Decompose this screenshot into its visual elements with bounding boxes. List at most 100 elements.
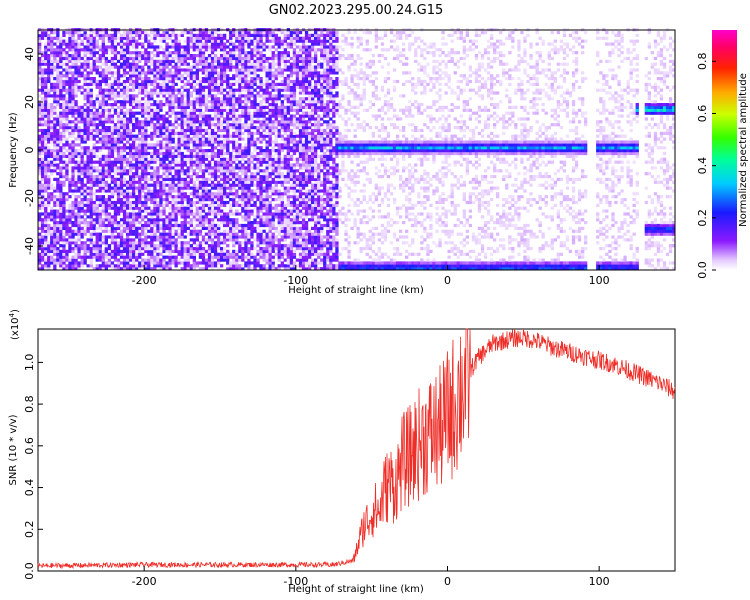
spectrogram-cell <box>141 154 145 158</box>
spectrogram-cell <box>41 143 45 147</box>
spectrogram-cell <box>186 154 190 158</box>
spectrogram-cell <box>171 235 175 239</box>
spectrogram-cell <box>195 238 199 242</box>
spectrogram-cell <box>144 120 148 124</box>
spectrogram-cell <box>217 209 221 213</box>
spectrogram-cell <box>180 177 184 181</box>
spectrogram-cell <box>47 36 51 40</box>
spectrogram-cell <box>98 111 102 115</box>
spectrogram-cell <box>126 267 130 271</box>
spectrogram-cell <box>210 94 215 98</box>
spectrogram-cell <box>256 111 260 115</box>
spectrogram-cell <box>168 137 172 141</box>
spectrogram-cell <box>86 244 90 248</box>
spectrogram-cell <box>226 68 230 72</box>
spectrogram-cell <box>153 131 157 135</box>
spectrogram-cell <box>83 94 87 98</box>
spectrogram-cell <box>141 108 145 112</box>
spectrogram-cell <box>207 192 212 196</box>
spectrogram-cell <box>159 59 163 63</box>
spectrogram-cell <box>241 100 245 104</box>
spectrogram-cell <box>186 149 190 153</box>
spectrogram-cell <box>232 192 236 196</box>
spectrogram-cell <box>65 177 69 181</box>
spectrogram-cell <box>41 120 45 124</box>
spectrogram-cell <box>89 169 93 173</box>
spectrogram-cell <box>156 157 160 161</box>
spectrogram-cell <box>180 163 184 167</box>
spectrogram-cell <box>59 85 63 89</box>
spectrogram-cell <box>83 45 87 49</box>
spectrogram-cell <box>147 39 151 43</box>
spectrogram-cell <box>141 177 145 181</box>
spectrogram-cell <box>38 235 42 239</box>
spectrogram-cell <box>201 192 206 196</box>
spectrogram-cell <box>235 264 239 268</box>
spectrogram-cell <box>183 48 187 52</box>
spectrogram-cell <box>244 247 248 251</box>
spectrogram-cell <box>165 48 169 52</box>
spectrogram-cell <box>247 111 251 115</box>
spectrogram-cell <box>210 221 215 225</box>
spectrogram-cell <box>226 108 230 112</box>
spectrogram-cell <box>89 215 93 219</box>
spectrogram-cell <box>153 126 157 130</box>
spectrogram-cell <box>59 183 63 187</box>
spectrogram-cell <box>244 59 248 63</box>
spectrogram-cell <box>119 232 124 236</box>
spectrogram-cell <box>41 203 45 207</box>
spectrogram-cell <box>50 68 54 72</box>
spectrogram-cell <box>135 218 139 222</box>
spectrogram-cell <box>47 42 51 46</box>
spectrogram-cell <box>138 74 142 78</box>
spectrogram-cell <box>250 232 254 236</box>
spectrogram-cell <box>50 88 54 92</box>
spectrogram-cell <box>141 71 145 75</box>
spectrogram-cell <box>126 189 130 193</box>
spectrogram-cell <box>122 203 127 207</box>
spectrogram-cell <box>141 200 145 205</box>
spectrogram-cell <box>147 198 151 202</box>
spectrogram-cell <box>41 258 45 262</box>
spectrogram-cell <box>144 175 148 179</box>
spectrogram-cell <box>71 146 75 150</box>
spectrogram-cell <box>171 31 175 35</box>
spectrogram-cell <box>119 56 124 61</box>
spectrogram-cell <box>238 103 242 107</box>
spectrogram-cell <box>144 267 148 271</box>
spectrogram-cell <box>101 206 105 210</box>
spectrogram-cell <box>207 218 212 222</box>
spectrogram-cell <box>86 223 90 228</box>
spectrogram-cell <box>213 114 218 118</box>
spectrogram-cell <box>217 186 221 190</box>
spectrogram-cell <box>177 241 181 245</box>
spectrogram-cell <box>147 123 151 127</box>
spectrogram-cell <box>113 223 118 228</box>
spectrogram-cell <box>56 82 60 86</box>
spectrogram-cell <box>177 186 181 190</box>
spectrogram-cell <box>132 175 136 179</box>
spectrogram-cell <box>41 206 45 210</box>
spectrogram-cell <box>177 252 181 256</box>
spectrogram-cell <box>192 215 196 219</box>
spectrogram-cell <box>89 172 93 176</box>
spectrogram-cell <box>150 195 154 199</box>
spectrogram-cell <box>144 31 148 35</box>
spectrogram-cell <box>159 85 163 89</box>
spectrogram-cell <box>213 229 218 233</box>
spectrogram-cell <box>110 261 115 265</box>
spectrogram-cell <box>171 183 175 187</box>
spectrogram-cell <box>232 65 236 69</box>
spectrogram-cell <box>232 200 236 205</box>
spectrogram-cell <box>153 65 157 69</box>
spectrogram-cell <box>159 192 163 196</box>
spectrogram-cell <box>86 97 90 101</box>
spectrogram-cell <box>116 42 121 46</box>
spectrogram-cell <box>56 77 60 81</box>
spectrogram-cell <box>189 255 193 259</box>
spectrogram-cell <box>207 183 212 187</box>
spectrogram-cell <box>83 172 87 176</box>
spectrogram-cell <box>95 189 99 193</box>
spectrogram-cell <box>68 258 72 262</box>
spectrogram-cell <box>226 134 230 138</box>
